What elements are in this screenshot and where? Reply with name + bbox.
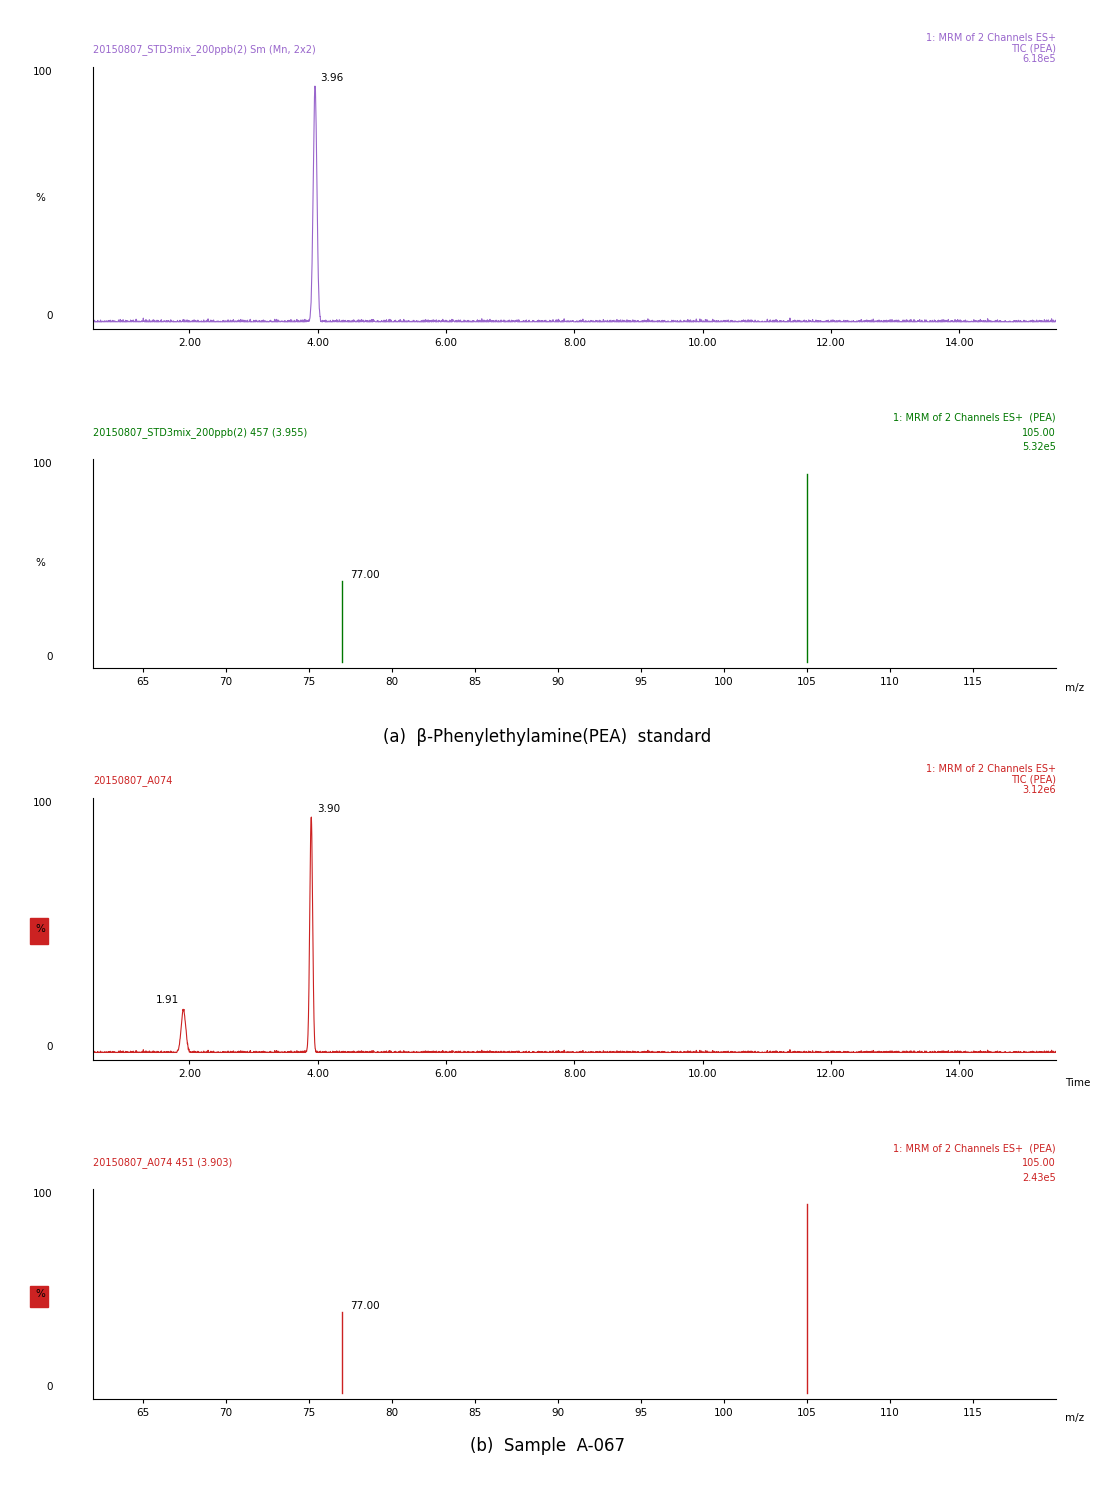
Bar xyxy=(31,1286,48,1306)
Text: %: % xyxy=(35,193,45,202)
Text: 77.00: 77.00 xyxy=(350,1301,380,1311)
Text: m/z: m/z xyxy=(1066,683,1084,693)
Text: 0: 0 xyxy=(46,1042,53,1052)
Text: m/z: m/z xyxy=(1066,1414,1084,1424)
Text: 77.00: 77.00 xyxy=(350,570,380,580)
Text: 3.90: 3.90 xyxy=(317,804,340,814)
Text: %: % xyxy=(35,1289,45,1299)
Text: %: % xyxy=(35,558,45,568)
Text: 0: 0 xyxy=(46,652,53,662)
Text: 1: MRM of 2 Channels ES+  (PEA): 1: MRM of 2 Channels ES+ (PEA) xyxy=(893,412,1056,423)
Text: 1: MRM of 2 Channels ES+: 1: MRM of 2 Channels ES+ xyxy=(926,765,1056,774)
Text: 100: 100 xyxy=(33,798,53,808)
Text: 100: 100 xyxy=(33,1189,53,1199)
Text: %: % xyxy=(35,924,45,933)
Text: 105.00: 105.00 xyxy=(1022,1158,1056,1168)
Text: 6.18e5: 6.18e5 xyxy=(1022,55,1056,64)
Bar xyxy=(31,918,48,945)
Text: TIC (PEA): TIC (PEA) xyxy=(1011,775,1056,784)
Text: 0: 0 xyxy=(46,1382,53,1393)
Text: 1: MRM of 2 Channels ES+  (PEA): 1: MRM of 2 Channels ES+ (PEA) xyxy=(893,1144,1056,1153)
Text: 1.91: 1.91 xyxy=(155,995,179,1004)
Text: 5.32e5: 5.32e5 xyxy=(1022,442,1056,452)
Text: 3.96: 3.96 xyxy=(321,73,344,83)
Text: 20150807_A074 451 (3.903): 20150807_A074 451 (3.903) xyxy=(93,1158,232,1168)
Text: 2.43e5: 2.43e5 xyxy=(1022,1173,1056,1183)
Text: 100: 100 xyxy=(33,67,53,77)
Text: 105.00: 105.00 xyxy=(1022,427,1056,437)
Text: 20150807_A074: 20150807_A074 xyxy=(93,775,173,786)
Text: (a)  β-Phenylethylamine(PEA)  standard: (a) β-Phenylethylamine(PEA) standard xyxy=(383,728,711,745)
Text: 1: MRM of 2 Channels ES+: 1: MRM of 2 Channels ES+ xyxy=(926,33,1056,43)
Text: 20150807_STD3mix_200ppb(2) Sm (Mn, 2x2): 20150807_STD3mix_200ppb(2) Sm (Mn, 2x2) xyxy=(93,45,316,55)
Text: (b)  Sample  A-067: (b) Sample A-067 xyxy=(469,1437,625,1455)
Text: Time: Time xyxy=(1066,1077,1091,1088)
Text: 20150807_STD3mix_200ppb(2) 457 (3.955): 20150807_STD3mix_200ppb(2) 457 (3.955) xyxy=(93,427,307,437)
Text: 100: 100 xyxy=(33,458,53,469)
Text: 0: 0 xyxy=(46,311,53,321)
Text: TIC (PEA): TIC (PEA) xyxy=(1011,43,1056,54)
Text: 3.12e6: 3.12e6 xyxy=(1022,786,1056,795)
